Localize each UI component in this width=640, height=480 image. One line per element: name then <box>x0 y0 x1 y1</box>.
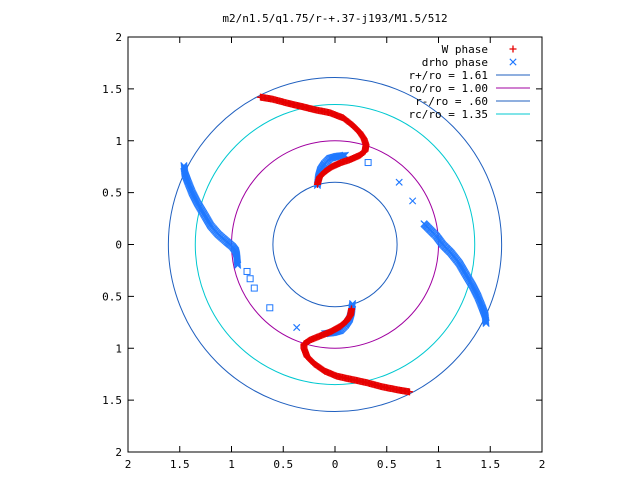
legend-label: W phase <box>442 43 488 56</box>
data-point <box>250 284 258 292</box>
y-tick-label: 0.5 <box>102 187 122 200</box>
data-point <box>409 197 417 205</box>
circle-r-1-61 <box>167 76 503 413</box>
x-tick-label: 0.5 <box>377 458 397 471</box>
x-tick-label: 1.5 <box>170 458 190 471</box>
x-tick-label: 0 <box>332 458 339 471</box>
legend-marker <box>509 45 517 53</box>
series-w-phase <box>256 93 414 396</box>
data-point <box>266 304 274 312</box>
y-tick-label: 2 <box>115 446 122 459</box>
legend-label: r-/ro = .60 <box>415 95 488 108</box>
series-squares <box>243 159 372 312</box>
circle-r-1-35 <box>194 103 476 386</box>
x-tick-label: 1 <box>435 458 442 471</box>
legend-item-drho-phase: drho phase <box>422 56 517 69</box>
x-tick-label: 2 <box>125 458 132 471</box>
plot-clip-group <box>167 76 503 413</box>
circle-r-1 <box>231 140 439 349</box>
axes-ticks: 2 1.5 1 0.5 0 0.5 1 1.5 221.510.500.511.52 <box>102 31 545 471</box>
data-point <box>420 220 428 228</box>
legend-label: drho phase <box>422 56 488 69</box>
legend-label: r+/ro = 1.61 <box>409 69 488 82</box>
data-point <box>234 260 242 268</box>
legend-label: rc/ro = 1.35 <box>409 108 488 121</box>
data-point <box>243 267 251 275</box>
legend-label: ro/ro = 1.00 <box>409 82 488 95</box>
data-point <box>246 275 254 283</box>
y-tick-label: 2 <box>115 31 122 44</box>
data-point <box>395 178 403 186</box>
x-tick-label: 0.5 <box>273 458 293 471</box>
legend-marker <box>509 58 517 66</box>
legend-drho-marker-icon <box>509 58 517 66</box>
legend-item-r-minus: r-/ro = .60 <box>415 95 530 108</box>
x-tick-label: 1 <box>228 458 235 471</box>
legend-item-ro: ro/ro = 1.00 <box>409 82 530 95</box>
x-tick-label: 2 <box>539 458 546 471</box>
chart-title: m2/n1.5/q1.75/r-+.37-j193/M1.5/512 <box>222 12 447 25</box>
y-tick-label: 1.5 <box>102 83 122 96</box>
data-point <box>339 151 347 160</box>
data-point <box>364 159 372 167</box>
legend-item-r-plus: r+/ro = 1.61 <box>409 69 530 82</box>
legend-item-w-phase: W phase <box>442 43 517 56</box>
data-point <box>233 259 242 267</box>
series-drho-phase <box>180 151 490 338</box>
data-point <box>348 305 356 313</box>
data-point <box>293 323 301 332</box>
y-tick-label: 1 <box>115 135 122 148</box>
y-tick-label: 0.5 <box>102 290 122 303</box>
x-tick-label: 1.5 <box>480 458 500 471</box>
legend-w-marker-icon <box>509 45 517 53</box>
y-tick-label: 0 <box>115 239 122 252</box>
y-tick-label: 1.5 <box>102 394 122 407</box>
circle-r-0-6 <box>272 181 398 308</box>
legend-item-rc: rc/ro = 1.35 <box>409 108 530 121</box>
y-tick-label: 1 <box>115 342 122 355</box>
data-point <box>313 180 321 188</box>
data-point <box>234 261 242 269</box>
legend: W phase drho phase r+/ro = 1.61 ro/ro = … <box>409 43 530 121</box>
